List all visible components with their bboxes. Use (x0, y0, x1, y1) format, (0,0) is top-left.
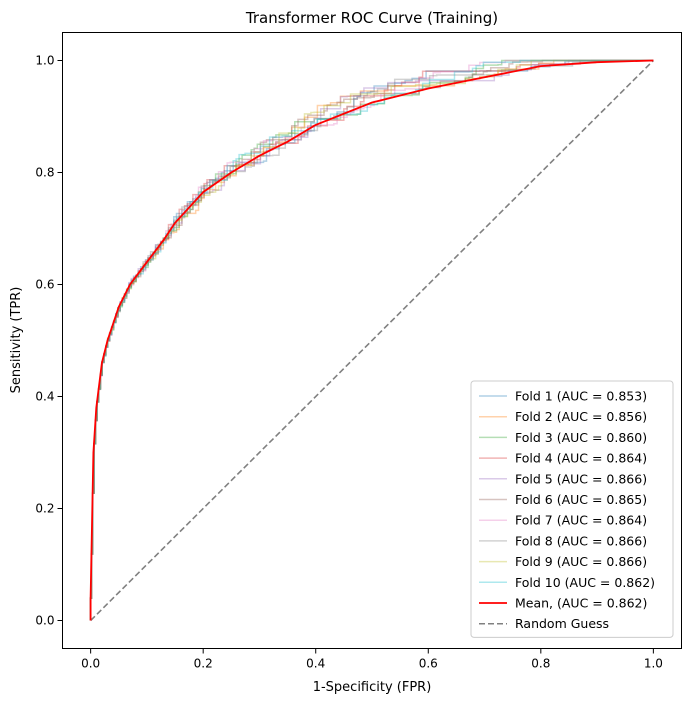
y-axis: 0.0 0.2 0.4 0.6 0.8 1.0 (35, 54, 63, 628)
legend-entry-label: Fold 9 (AUC = 0.866) (515, 554, 647, 569)
y-tick-label: 0.0 (35, 614, 54, 628)
x-axis: 0.0 0.2 0.4 0.6 0.8 1.0 (81, 648, 663, 671)
plot-frame (62, 32, 682, 649)
legend-entry-label: Fold 5 (AUC = 0.866) (515, 471, 647, 486)
fold-7-roc-line (89, 59, 654, 621)
legend-entry-label: Fold 8 (AUC = 0.866) (515, 533, 647, 548)
x-tick-label: 0.2 (194, 657, 213, 671)
legend-entry-label: Fold 4 (AUC = 0.864) (515, 451, 647, 466)
legend-entry-label: Fold 10 (AUC = 0.862) (515, 575, 655, 590)
legend-entry-label: Fold 6 (AUC = 0.865) (515, 492, 647, 507)
legend: Fold 1 (AUC = 0.853) Fold 2 (AUC = 0.856)… (470, 380, 674, 638)
fold-5-roc-line (89, 59, 654, 621)
x-tick-label: 1.0 (644, 657, 663, 671)
chart-title: Transformer ROC Curve (Training) (245, 9, 498, 27)
x-axis-label: 1-Specificity (FPR) (313, 680, 432, 695)
y-tick-label: 1.0 (35, 54, 54, 68)
legend-entry-label: Fold 1 (AUC = 0.853) (515, 389, 647, 404)
mean-roc-line (89, 59, 654, 621)
x-tick-label: 0.8 (531, 657, 550, 671)
x-tick-label: 0.0 (81, 657, 100, 671)
y-tick-label: 0.6 (35, 278, 54, 292)
fold-6-roc-line (89, 59, 654, 621)
x-tick-label: 0.4 (306, 657, 325, 671)
y-tick-label: 0.2 (35, 502, 54, 516)
legend-box (470, 380, 674, 638)
y-tick-label: 0.8 (35, 166, 54, 180)
plot-lines (89, 59, 654, 622)
x-tick-label: 0.6 (419, 657, 438, 671)
legend-entry-label: Fold 2 (AUC = 0.856) (515, 409, 647, 424)
random-guess-line (90, 59, 654, 622)
y-axis-label: Sensitivity (TPR) (9, 287, 24, 394)
legend-entry-label: Fold 7 (AUC = 0.864) (515, 513, 647, 528)
legend-entry-label: Mean, (AUC = 0.862) (515, 596, 647, 611)
legend-entry-label: Fold 3 (AUC = 0.860) (515, 430, 647, 445)
legend-entry-label: Random Guess (515, 616, 609, 631)
fold-2-roc-line (89, 59, 654, 621)
y-tick-label: 0.4 (35, 390, 54, 404)
fold-9-roc-line (89, 59, 654, 621)
